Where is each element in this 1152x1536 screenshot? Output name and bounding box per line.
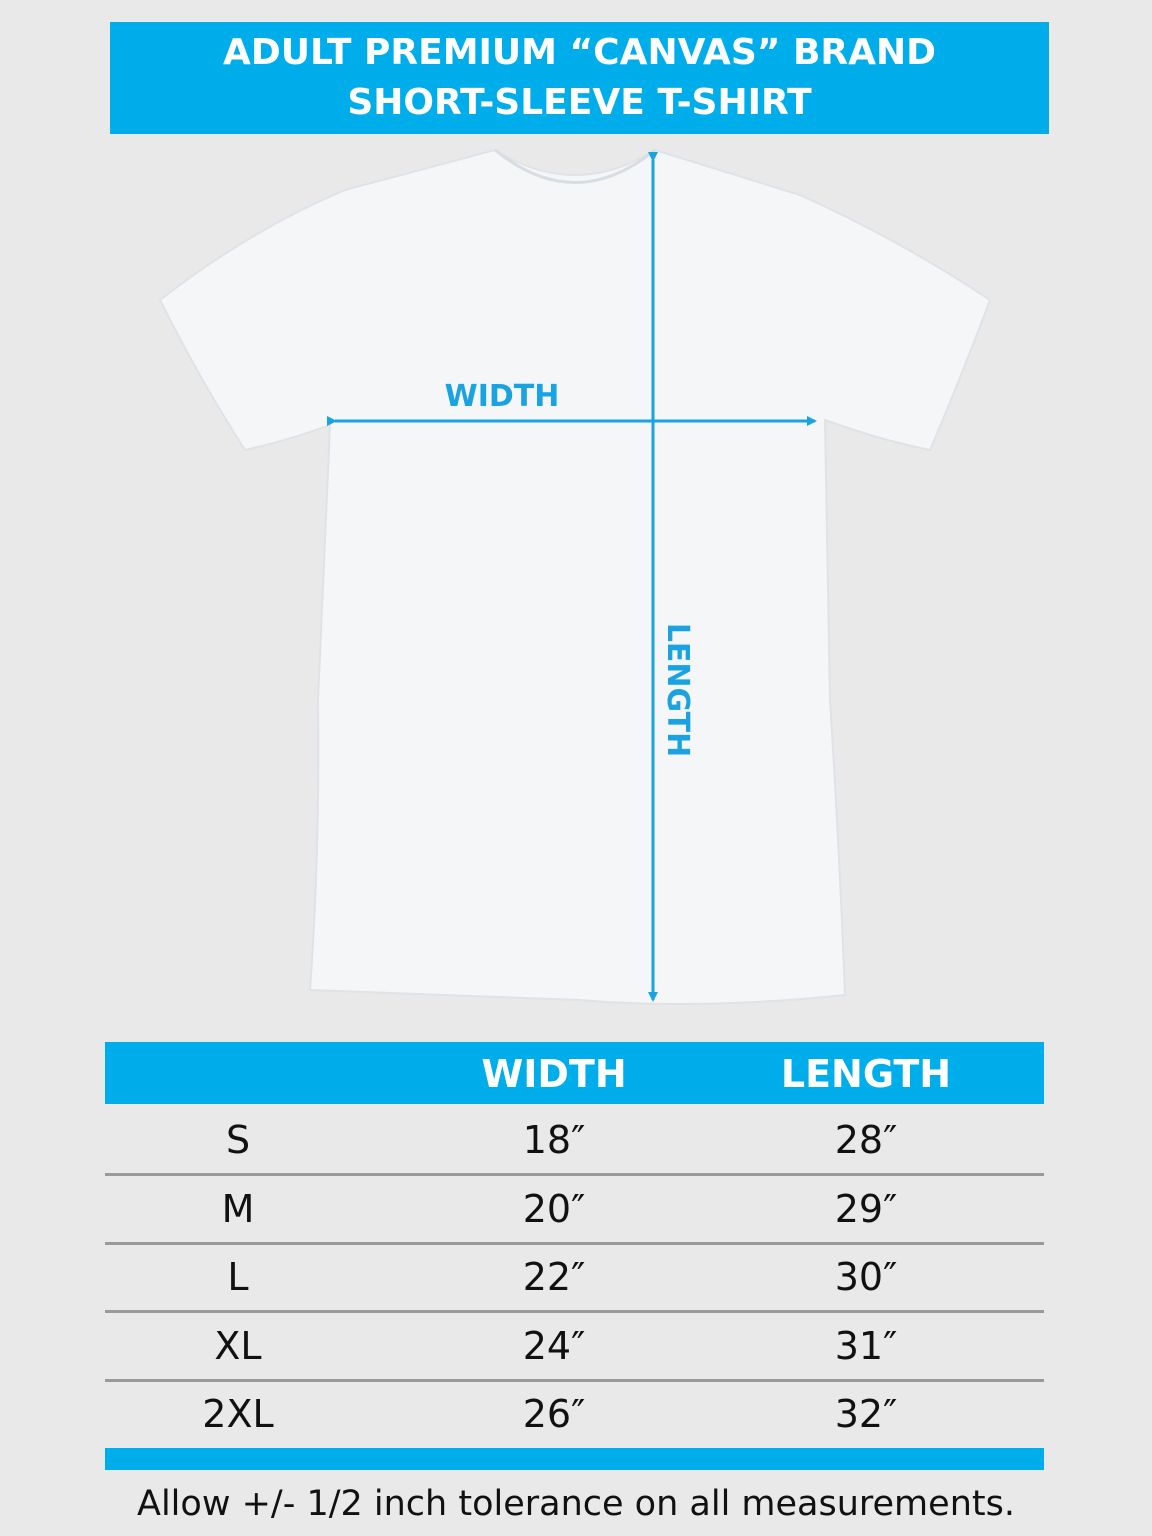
size-cell: L: [227, 1255, 249, 1299]
tshirt-diagram: WIDTH LENGTH: [158, 148, 992, 1005]
table-row: S 18″ 28″: [105, 1106, 1044, 1176]
table-row: 2XL 26″ 32″: [105, 1380, 1044, 1448]
row-divider: [105, 1242, 1044, 1245]
length-cell: 32″: [834, 1392, 898, 1436]
width-cell: 20″: [522, 1187, 586, 1231]
title-banner: ADULT PREMIUM “CANVAS” BRAND SHORT-SLEEV…: [110, 22, 1049, 134]
width-cell: 22″: [522, 1255, 586, 1299]
length-cell: 30″: [834, 1255, 898, 1299]
header-length: LENGTH: [780, 1052, 952, 1096]
title-line-2: SHORT-SLEEVE T-SHIRT: [347, 82, 812, 123]
size-cell: S: [225, 1118, 251, 1162]
table-header: WIDTH LENGTH: [105, 1042, 1044, 1104]
title-line-1: ADULT PREMIUM “CANVAS” BRAND: [222, 32, 937, 73]
length-cell: 29″: [834, 1187, 898, 1231]
table-bottom-bar: [105, 1448, 1044, 1470]
width-cell: 24″: [522, 1324, 586, 1368]
length-cell: 31″: [834, 1324, 898, 1368]
header-width: WIDTH: [481, 1052, 627, 1096]
width-label: WIDTH: [445, 379, 560, 414]
length-label: LENGTH: [660, 623, 695, 757]
size-cell: 2XL: [202, 1392, 274, 1436]
row-divider: [105, 1379, 1044, 1382]
table-row: XL 24″ 31″: [105, 1312, 1044, 1382]
table-row: L 22″ 30″: [105, 1243, 1044, 1313]
size-cell: M: [221, 1187, 255, 1231]
row-divider: [105, 1310, 1044, 1313]
tolerance-note: Allow +/- 1/2 inch tolerance on all meas…: [137, 1484, 1015, 1524]
size-cell: XL: [214, 1324, 262, 1368]
table-row: M 20″ 29″: [105, 1175, 1044, 1245]
tshirt-image: [158, 148, 992, 1005]
length-cell: 28″: [834, 1118, 898, 1162]
width-cell: 26″: [522, 1392, 586, 1436]
row-divider: [105, 1173, 1044, 1176]
width-cell: 18″: [522, 1118, 586, 1162]
